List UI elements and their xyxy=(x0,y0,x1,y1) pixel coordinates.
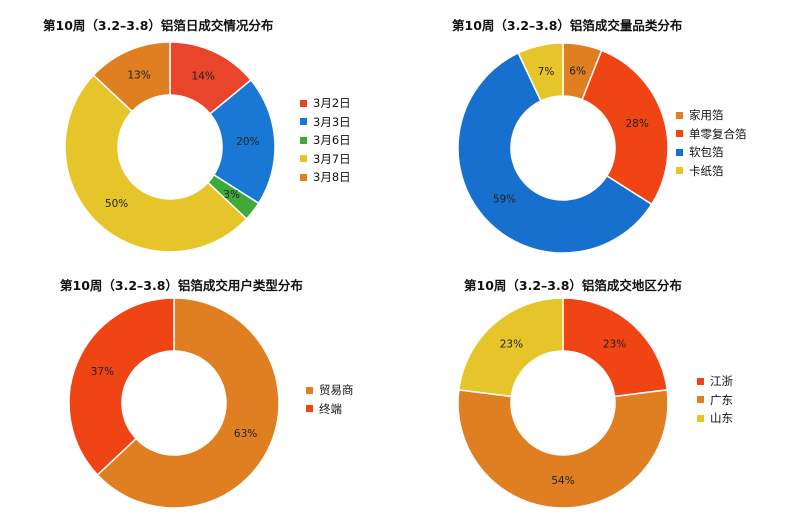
legend-item: 贸易商 xyxy=(306,381,354,400)
chart-category-distribution: 第10周（3.2–3.8）铝箔成交量品类分布 6% 28% 59% 7% 家用箔单零复… xyxy=(400,0,800,260)
donut-chart-svg: 14% 20% 3% 50% 13% xyxy=(64,41,276,253)
donut-slice xyxy=(581,49,669,206)
legend-label: 3月3日 xyxy=(313,114,351,129)
slice-data-label: 7% xyxy=(538,66,555,78)
legend-label: 江浙 xyxy=(710,374,733,388)
legend-swatch xyxy=(300,173,307,181)
donut-chart-svg: 23% 54% 23% xyxy=(457,297,669,509)
slice-data-label: 3% xyxy=(223,189,240,201)
legend-item: 3月8日 xyxy=(300,168,351,187)
donut-slice xyxy=(92,41,171,113)
donut-slice xyxy=(457,389,669,509)
legend-swatch xyxy=(676,148,683,156)
legend: 家用箔单零复合箔软包箔卡纸箔 xyxy=(676,106,747,180)
legend-item: 3月3日 xyxy=(300,113,351,132)
chart-region-distribution: 第10周（3.2–3.8）铝箔成交地区分布 23% 54% 23% 江浙广东山东 xyxy=(400,260,800,520)
legend-label: 3月6日 xyxy=(313,133,351,147)
slice-data-label: 37% xyxy=(91,366,114,378)
legend-swatch xyxy=(697,414,704,422)
legend-label: 家用箔 xyxy=(689,108,724,122)
legend-item: 软包箔 xyxy=(676,143,747,162)
donut-slice xyxy=(209,79,276,205)
legend-swatch xyxy=(676,111,683,119)
legend-item: 山东 xyxy=(697,409,733,428)
legend-swatch xyxy=(306,405,313,413)
legend-label: 3月8日 xyxy=(313,170,351,184)
slice-data-label: 63% xyxy=(234,428,257,440)
legend-swatch xyxy=(676,167,683,175)
slice-data-label: 59% xyxy=(493,194,516,206)
slice-data-label: 20% xyxy=(236,136,259,148)
legend-item: 单零复合箔 xyxy=(676,125,747,144)
chart-daily-distribution: 第10周（3.2–3.8）铝箔日成交情况分布 14% 20% 3% 50% 13% 3月… xyxy=(0,0,400,260)
legend-item: 3月7日 xyxy=(300,150,351,169)
legend-item: 广东 xyxy=(697,391,733,410)
legend-swatch xyxy=(300,155,307,163)
slice-data-label: 23% xyxy=(500,338,523,350)
legend-swatch xyxy=(300,136,307,144)
chart-title: 第10周（3.2–3.8）铝箔成交地区分布 xyxy=(464,278,682,293)
donut-slice xyxy=(64,74,248,253)
legend-label: 3月2日 xyxy=(313,96,351,110)
chart-title: 第10周（3.2–3.8）铝箔成交量品类分布 xyxy=(452,18,683,33)
legend-item: 终端 xyxy=(306,400,354,419)
legend-item: 3月2日 xyxy=(300,94,351,113)
legend-item: 卡纸箔 xyxy=(676,162,747,181)
slice-data-label: 23% xyxy=(603,338,626,350)
donut-slice xyxy=(517,42,564,102)
chart-user-type-distribution: 第10周（3.2–3.8）铝箔成交用户类型分布 63% 37% 贸易商终端 xyxy=(0,260,400,520)
legend: 江浙 广东 山东 xyxy=(697,372,733,428)
donut-chart-svg: 63% 37% xyxy=(68,297,280,509)
donut-slice xyxy=(457,297,564,398)
legend-item: 家用箔 xyxy=(676,106,747,125)
legend-swatch xyxy=(676,130,683,138)
slice-data-label: 13% xyxy=(127,69,150,81)
legend-swatch xyxy=(300,99,307,107)
legend-swatch xyxy=(697,396,704,404)
donut-slice xyxy=(96,297,280,509)
donut-slice xyxy=(562,297,669,398)
legend-label: 广东 xyxy=(710,392,733,407)
legend-label: 卡纸箔 xyxy=(689,163,724,178)
legend-label: 3月7日 xyxy=(313,151,351,166)
slice-data-label: 50% xyxy=(105,198,128,210)
slice-data-label: 54% xyxy=(551,475,574,487)
legend-item: 3月6日 xyxy=(300,131,351,150)
legend: 3月2日 3月3日 3月6日 3月7日 3月8日 xyxy=(300,94,351,187)
legend-item: 江浙 xyxy=(697,372,733,391)
slice-data-label: 14% xyxy=(192,70,215,82)
legend-swatch xyxy=(300,118,307,126)
slice-data-label: 6% xyxy=(569,65,586,77)
donut-slice xyxy=(68,297,175,476)
donut-chart-svg: 6% 28% 59% 7% xyxy=(457,42,669,254)
legend-label: 终端 xyxy=(319,401,342,416)
legend-label: 山东 xyxy=(710,411,733,425)
legend-swatch xyxy=(697,377,704,385)
legend-label: 单零复合箔 xyxy=(689,126,747,141)
chart-title: 第10周（3.2–3.8）铝箔成交用户类型分布 xyxy=(60,278,303,293)
legend-label: 软包箔 xyxy=(689,145,724,159)
legend-label: 贸易商 xyxy=(319,383,354,397)
slice-data-label: 28% xyxy=(626,118,649,130)
legend: 贸易商 终端 xyxy=(306,381,354,418)
legend-swatch xyxy=(306,386,313,394)
donut-slice xyxy=(457,51,653,254)
chart-title: 第10周（3.2–3.8）铝箔日成交情况分布 xyxy=(43,18,274,33)
